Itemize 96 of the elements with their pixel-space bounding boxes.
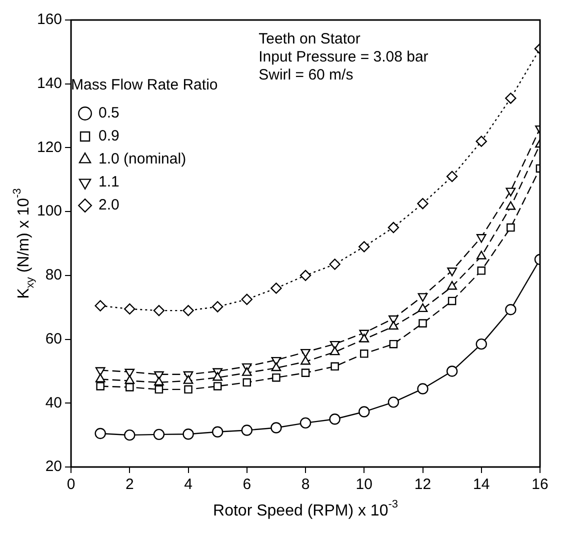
point bbox=[242, 367, 252, 376]
point bbox=[330, 362, 339, 371]
y-tick-label: 20 bbox=[45, 458, 62, 476]
point bbox=[95, 367, 106, 376]
point bbox=[126, 383, 134, 392]
legend-title: Mass Flow Rate Ratio bbox=[71, 76, 218, 94]
legend-label: 2.0 bbox=[98, 196, 120, 214]
point bbox=[213, 382, 222, 390]
point bbox=[505, 92, 516, 104]
annotation: Input Pressure = 3.08 bar bbox=[258, 48, 428, 66]
point bbox=[271, 362, 282, 372]
point bbox=[358, 406, 370, 418]
point bbox=[418, 319, 427, 328]
point bbox=[271, 356, 282, 366]
point bbox=[241, 424, 252, 436]
point bbox=[270, 422, 282, 434]
y-tick-label: 40 bbox=[45, 394, 62, 412]
point bbox=[183, 375, 194, 384]
y-tick-label: 60 bbox=[45, 330, 62, 348]
point bbox=[242, 378, 252, 387]
legend-label: 1.1 bbox=[98, 174, 120, 191]
y-axis-title: Kxy (N/m) x 10-3 bbox=[12, 188, 36, 299]
y-tick-label: 140 bbox=[36, 75, 62, 92]
point bbox=[388, 320, 398, 330]
annotation: Swirl = 60 m/s bbox=[258, 66, 354, 84]
point bbox=[300, 417, 312, 429]
point bbox=[301, 368, 310, 377]
point bbox=[94, 428, 106, 440]
point bbox=[447, 268, 457, 276]
x-tick-label: 8 bbox=[301, 476, 310, 494]
point bbox=[154, 385, 164, 394]
legend-label: 0.5 bbox=[98, 104, 120, 122]
point bbox=[446, 366, 458, 377]
point bbox=[154, 376, 164, 386]
point bbox=[329, 414, 340, 425]
legend-label: 0.9 bbox=[98, 128, 120, 145]
point bbox=[182, 428, 194, 440]
y-tick-label: 100 bbox=[36, 202, 62, 220]
point bbox=[417, 198, 428, 210]
x-tick-label: 14 bbox=[473, 476, 490, 494]
point bbox=[124, 429, 136, 441]
point bbox=[272, 373, 280, 382]
point bbox=[359, 334, 370, 342]
point bbox=[300, 348, 310, 358]
y-tick-label: 120 bbox=[36, 138, 62, 156]
point bbox=[182, 304, 194, 316]
point bbox=[476, 234, 486, 243]
point bbox=[212, 372, 223, 381]
x-tick-label: 6 bbox=[242, 476, 252, 494]
point bbox=[448, 296, 456, 306]
point bbox=[506, 201, 516, 210]
point bbox=[300, 356, 310, 365]
point bbox=[329, 258, 340, 270]
x-tick-label: 12 bbox=[414, 476, 432, 494]
point bbox=[388, 315, 398, 324]
point bbox=[388, 396, 400, 408]
point bbox=[330, 340, 340, 350]
annotation: Teeth on Stator bbox=[258, 30, 360, 48]
point bbox=[360, 350, 368, 358]
point bbox=[212, 426, 224, 438]
point bbox=[417, 383, 428, 394]
point bbox=[388, 222, 400, 234]
point bbox=[505, 304, 516, 316]
point bbox=[476, 250, 486, 260]
x-tick-label: 4 bbox=[184, 476, 192, 494]
point bbox=[506, 188, 516, 196]
point bbox=[418, 293, 428, 302]
y-tick-label: 160 bbox=[36, 11, 62, 28]
point bbox=[358, 241, 370, 252]
point bbox=[124, 303, 136, 315]
x-tick-label: 16 bbox=[532, 476, 548, 494]
point bbox=[300, 270, 312, 282]
point bbox=[476, 338, 487, 350]
point bbox=[153, 304, 165, 316]
point bbox=[476, 136, 487, 147]
point bbox=[506, 223, 515, 232]
point bbox=[446, 170, 458, 182]
legend-label: 1.0 (nominal) bbox=[98, 150, 186, 168]
point bbox=[96, 382, 104, 390]
point bbox=[477, 266, 486, 275]
point bbox=[270, 282, 282, 294]
point bbox=[389, 340, 398, 348]
point bbox=[95, 374, 106, 382]
x-tick-label: 0 bbox=[66, 476, 76, 494]
point bbox=[212, 301, 224, 312]
x-tick-label: 10 bbox=[356, 476, 372, 494]
point bbox=[418, 303, 428, 312]
y-tick-label: 80 bbox=[45, 266, 62, 284]
point bbox=[330, 346, 340, 356]
point bbox=[124, 368, 135, 378]
point bbox=[184, 385, 192, 394]
x-tick-label: 2 bbox=[125, 476, 134, 494]
point bbox=[153, 428, 165, 440]
point bbox=[94, 300, 106, 312]
point bbox=[447, 281, 457, 290]
point bbox=[241, 294, 252, 305]
